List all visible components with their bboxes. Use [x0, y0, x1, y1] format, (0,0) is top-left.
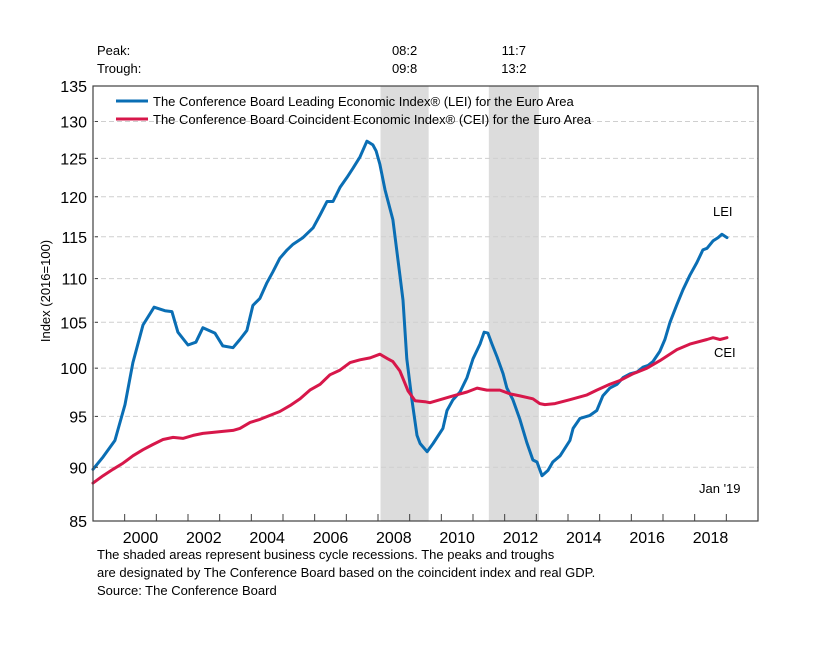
x-tick-label: 2000: [123, 530, 159, 547]
y-tick-label: 90: [69, 460, 87, 477]
series-line-cei: [91, 336, 729, 485]
x-tick-label: 2018: [693, 530, 729, 547]
cei-annotation: CEI: [714, 345, 736, 360]
x-tick-label: 2004: [249, 530, 285, 547]
legend-label-cei: The Conference Board Coincident Economic…: [153, 112, 592, 127]
x-tick-label: 2014: [566, 530, 602, 547]
x-axis: 2000 2002 2004 2006 2008 2010 2012 2014 2016 2018: [123, 514, 729, 547]
x-tick-label: 2016: [629, 530, 665, 547]
y-tick-label: 85: [69, 514, 87, 531]
x-tick-label: 2012: [503, 530, 539, 547]
x-tick-label: 2002: [186, 530, 222, 547]
footnote-line-2: are designated by The Conference Board b…: [97, 565, 596, 580]
peak-date: 08:2: [392, 43, 417, 58]
trough-label: Trough:: [97, 61, 141, 76]
gridlines: [93, 120, 758, 468]
y-tick-label: 105: [60, 315, 87, 332]
peak-label: Peak:: [97, 43, 130, 58]
peak-trough-dates: 08:2 09:8 11:7 13:2: [392, 43, 527, 76]
trough-date: 13:2: [501, 61, 526, 76]
y-tick-label: 130: [60, 114, 87, 131]
footnote-line-1: The shaded areas represent business cycl…: [97, 547, 555, 562]
y-axis-title: Index (2016=100): [38, 240, 53, 342]
footnote-source: Source: The Conference Board: [97, 583, 277, 598]
x-tick-label: 2006: [313, 530, 349, 547]
y-tick-label: 95: [69, 409, 87, 426]
y-tick-label: 125: [60, 151, 87, 168]
lei-annotation: LEI: [713, 204, 733, 219]
plot-frame: [92, 85, 759, 522]
y-tick-label: 135: [60, 79, 87, 96]
trough-date: 09:8: [392, 61, 417, 76]
y-tick-label: 120: [60, 190, 87, 207]
x-tick-label: 2010: [439, 530, 475, 547]
legend-label-lei: The Conference Board Leading Economic In…: [153, 94, 575, 109]
legend: The Conference Board Leading Economic In…: [116, 94, 592, 127]
y-tick-label: 115: [61, 230, 87, 247]
y-axis: 85 90 95 100 105 110 115 120 125 130 135: [60, 79, 98, 531]
y-tick-label: 110: [61, 272, 87, 289]
x-tick-label: 2008: [376, 530, 412, 547]
peak-date: 11:7: [502, 43, 526, 58]
date-annotation: Jan '19: [699, 481, 741, 496]
y-tick-label: 100: [60, 361, 87, 378]
series-lines: [91, 139, 729, 485]
